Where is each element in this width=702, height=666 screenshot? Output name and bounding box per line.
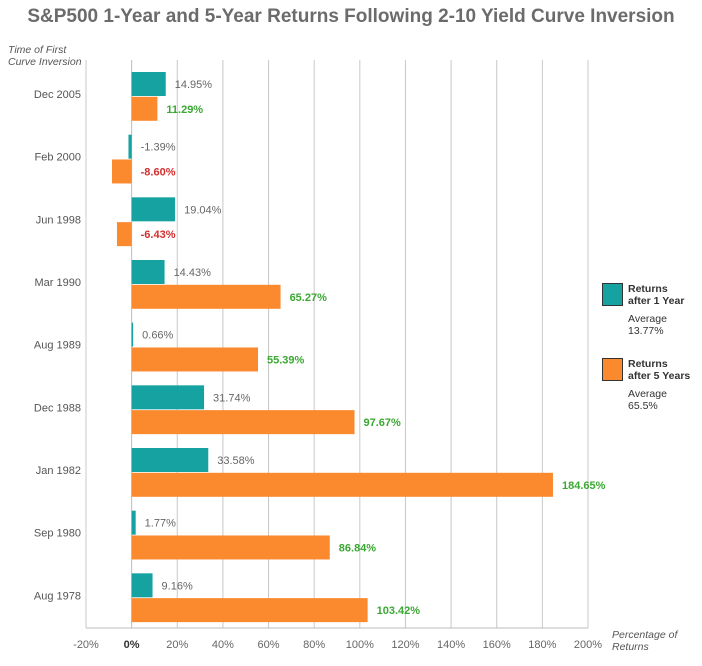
legend-title-one-year: Returns after 1 Year xyxy=(628,283,684,307)
bar-one-year xyxy=(128,134,132,159)
x-tick-label: 80% xyxy=(303,639,325,651)
category-label: Aug 1978 xyxy=(34,590,81,602)
value-label-one-year: 1.77% xyxy=(145,518,176,530)
bar-one-year xyxy=(131,573,153,598)
bar-one-year xyxy=(131,260,165,284)
legend-title-one-year-line-2: after 1 Year xyxy=(628,295,685,307)
legend-swatch-five-year xyxy=(602,358,623,381)
bar-five-year xyxy=(131,472,553,497)
legend-swatch-one-year xyxy=(602,283,623,306)
x-tick-label: 120% xyxy=(391,639,419,651)
category-label: Dec 1988 xyxy=(34,402,81,414)
bar-one-year xyxy=(131,197,176,222)
value-label-one-year: 9.16% xyxy=(162,580,193,592)
bar-five-year xyxy=(116,222,132,247)
legend-average-one-year-line-1: Average xyxy=(628,313,667,325)
value-label-one-year: 31.74% xyxy=(213,392,251,404)
category-label: Dec 2005 xyxy=(34,89,81,101)
value-label-five-year: 86.84% xyxy=(339,542,377,554)
x-tick-label: 140% xyxy=(437,639,465,651)
bar-five-year xyxy=(131,96,158,121)
value-label-five-year: 97.67% xyxy=(364,417,402,429)
value-label-five-year: 55.39% xyxy=(267,354,305,366)
legend-title-one-year-line-1: Returns xyxy=(628,283,668,295)
legend-title-five-year-line-2: after 5 Years xyxy=(628,370,691,382)
x-tick-label: 160% xyxy=(483,639,511,651)
legend-average-five-year: Average 65.5% xyxy=(628,388,667,412)
x-tick-label: 40% xyxy=(212,639,234,651)
bar-five-year xyxy=(112,159,132,184)
y-axis-caption-line-2: Curve Inversion xyxy=(8,56,82,68)
x-tick-label: 200% xyxy=(574,639,602,651)
x-tick-label: 180% xyxy=(528,639,556,651)
value-label-one-year: -1.39% xyxy=(141,142,176,154)
value-label-five-year: 11.29% xyxy=(166,104,203,116)
x-axis-caption: Percentage of Returns xyxy=(612,629,677,653)
value-label-five-year: 103.42% xyxy=(377,605,421,617)
category-label: Jan 1982 xyxy=(36,465,81,477)
bar-five-year xyxy=(131,598,368,623)
legend-title-five-year-line-1: Returns xyxy=(628,358,668,370)
bar-one-year xyxy=(131,322,134,347)
x-tick-label: 20% xyxy=(166,639,188,651)
value-label-one-year: 0.66% xyxy=(142,330,173,342)
category-label: Sep 1980 xyxy=(34,528,81,540)
bar-one-year xyxy=(131,385,205,410)
category-label: Mar 1990 xyxy=(35,277,81,289)
bar-five-year xyxy=(131,410,355,435)
value-label-one-year: 14.43% xyxy=(174,267,212,279)
bar-one-year xyxy=(131,510,136,535)
legend-average-five-year-line-1: Average xyxy=(628,388,667,400)
value-label-one-year: 19.04% xyxy=(184,204,222,216)
legend-average-one-year: Average 13.77% xyxy=(628,313,667,337)
x-tick-label: -20% xyxy=(73,639,99,651)
value-label-one-year: 14.95% xyxy=(175,79,213,91)
y-axis-caption-line-1: Time of First xyxy=(8,44,67,56)
x-tick-label: 0% xyxy=(124,639,140,651)
bar-one-year xyxy=(131,72,166,96)
category-label: Jun 1998 xyxy=(36,214,81,226)
value-label-five-year: -8.60% xyxy=(141,166,176,178)
value-label-one-year: 33.58% xyxy=(217,455,255,467)
x-axis-caption-line-2: Returns xyxy=(612,641,649,653)
bar-one-year xyxy=(131,448,209,472)
bar-five-year xyxy=(131,284,281,309)
value-label-five-year: -6.43% xyxy=(141,229,176,241)
value-label-five-year: 65.27% xyxy=(290,292,328,304)
chart-title: S&P500 1-Year and 5-Year Returns Followi… xyxy=(27,6,675,27)
x-tick-label: 60% xyxy=(258,639,280,651)
bar-five-year xyxy=(131,347,259,372)
category-label: Feb 2000 xyxy=(35,152,81,164)
legend-average-one-year-line-2: 13.77% xyxy=(628,325,664,337)
legend-average-five-year-line-2: 65.5% xyxy=(628,400,658,412)
value-label-five-year: 184.65% xyxy=(562,480,606,492)
bar-five-year xyxy=(131,535,330,560)
x-tick-label: 100% xyxy=(346,639,374,651)
y-axis-caption: Time of First Curve Inversion xyxy=(8,44,82,68)
legend-title-five-year: Returns after 5 Years xyxy=(628,358,690,382)
x-axis-caption-line-1: Percentage of xyxy=(612,629,678,641)
category-label: Aug 1989 xyxy=(34,340,81,352)
